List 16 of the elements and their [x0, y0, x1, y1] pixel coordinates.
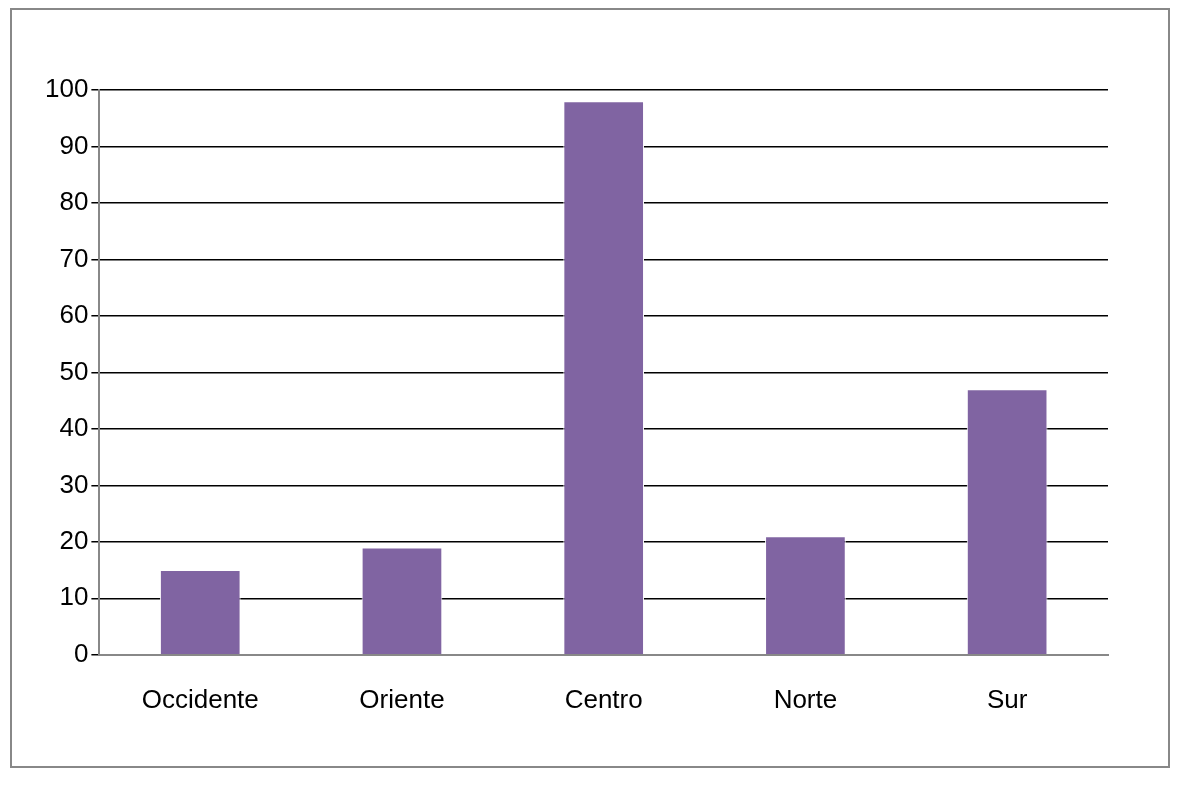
y-tick-label: 50 [59, 355, 89, 386]
y-tick-label: 60 [59, 299, 89, 330]
x-tick-label: Centro [564, 683, 643, 714]
y-tick-label: 0 [73, 637, 89, 668]
y-tick-label: 20 [59, 525, 89, 556]
y-tick-label: 10 [59, 581, 89, 612]
x-tick-label: Norte [773, 683, 838, 714]
y-tick-label: 70 [59, 242, 89, 273]
x-tick-label: Sur [986, 683, 1028, 714]
y-tick-label: 30 [59, 468, 89, 499]
y-tick-label: 90 [59, 129, 89, 160]
y-tick-label: 100 [44, 73, 89, 104]
y-tick-label: 40 [59, 412, 89, 443]
y-tick-label: 80 [59, 186, 89, 217]
x-tick-label: Occidente [141, 683, 259, 714]
x-tick-label: Oriente [359, 683, 445, 714]
